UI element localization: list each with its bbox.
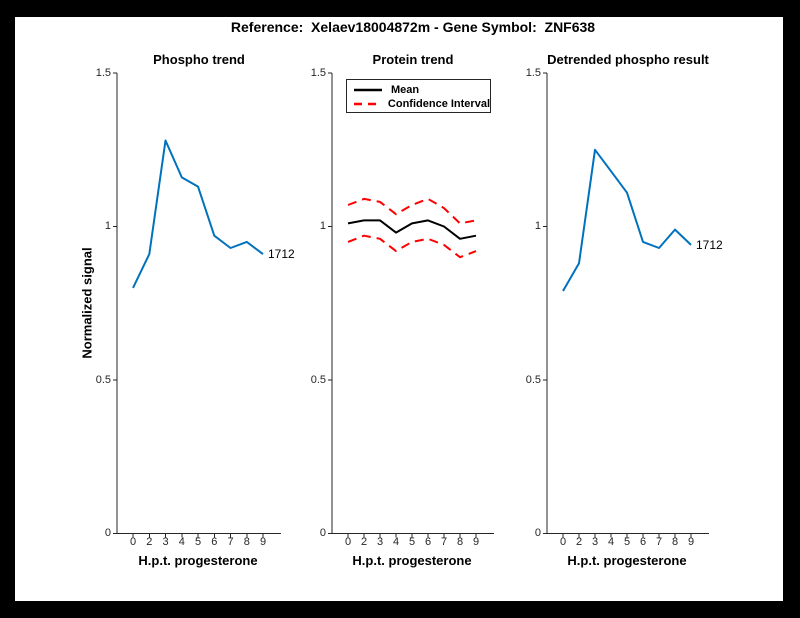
subplot-3-trajectory-label: 1712 xyxy=(696,237,723,252)
trajectory-1712-detrended-line xyxy=(562,148,692,292)
subplot-3-ytick-0-5: 0.5 xyxy=(525,373,541,386)
subplot-2-ytick-1: 1 xyxy=(319,220,326,232)
mean-line-swatch-icon xyxy=(354,88,382,92)
subplot-2-xtick-2: 2 xyxy=(360,536,368,548)
subplot-1-xtick-0: 0 xyxy=(129,536,137,548)
subplot-2-xtick-3: 3 xyxy=(376,536,384,548)
subplot-3-xtick-8: 8 xyxy=(671,536,679,548)
subplot-1-ytick-1-5: 1.5 xyxy=(95,66,111,79)
subplot-1-ytick-1: 1 xyxy=(104,220,111,232)
legend-entry-mean: Mean xyxy=(353,83,490,97)
confidence-interval-line-swatch-icon xyxy=(354,102,380,106)
subplot-1-xtick-6: 6 xyxy=(211,536,218,548)
confidence-interval-upper-line xyxy=(347,197,477,225)
subplot-3-xtick-2: 2 xyxy=(575,536,583,548)
subplot-3-xtick-9: 9 xyxy=(687,536,695,548)
subplot-2-xtick-8: 8 xyxy=(456,536,464,548)
subplot-1-tick-marks xyxy=(113,72,264,538)
subplot-3-xtick-6: 6 xyxy=(639,536,647,548)
subplot-3-ytick-0: 0 xyxy=(534,527,541,539)
mean-line xyxy=(347,219,477,240)
legend-label-confidence-interval: Confidence Interval xyxy=(387,98,490,110)
subplot-2-xtick-9: 9 xyxy=(472,536,480,548)
subplot-1-xtick-2: 2 xyxy=(146,536,153,548)
subplot-1-trajectory-label: 1712 xyxy=(268,247,295,262)
subplot-1-ytick-0-5: 0.5 xyxy=(95,373,111,386)
subplot-1-xtick-3: 3 xyxy=(162,536,169,548)
subplot-1-xtick-9: 9 xyxy=(259,536,267,548)
subplot-3-xtick-3: 3 xyxy=(591,536,599,548)
subplot-3-tick-marks xyxy=(543,72,692,538)
legend-entry-confidence-interval: Confidence Interval xyxy=(353,97,490,111)
subplot-2-legend: Mean Confidence Interval xyxy=(346,79,491,113)
figure-canvas xyxy=(15,17,783,601)
subplot-3-ytick-1-5: 1.5 xyxy=(525,66,541,79)
subplot-2-ytick-0-5: 0.5 xyxy=(310,373,326,386)
confidence-interval-lower-line xyxy=(347,234,477,259)
subplot-2-title: Protein trend xyxy=(372,52,454,67)
subplot-3-xlabel: H.p.t. progesterone xyxy=(567,553,687,568)
subplot-2-tick-marks xyxy=(328,72,477,538)
subplot-1-xtick-4: 4 xyxy=(178,536,185,548)
subplot-1-xtick-5: 5 xyxy=(194,536,202,548)
subplot-3-xtick-7: 7 xyxy=(655,536,663,548)
subplot-2-xlabel: H.p.t. progesterone xyxy=(352,553,472,568)
subplot-2-xtick-6: 6 xyxy=(424,536,432,548)
subplot-2-xtick-4: 4 xyxy=(392,536,400,548)
figure-title: Reference: Xelaev18004872m - Gene Symbol… xyxy=(230,19,596,35)
subplot-1-xlabel: H.p.t. progesterone xyxy=(138,553,258,568)
subplot-1-xtick-8: 8 xyxy=(243,536,250,548)
subplot-3-title: Detrended phospho result xyxy=(547,52,709,67)
subplot-3-xtick-4: 4 xyxy=(607,536,615,548)
subplot-1-ylabel: Normalized signal xyxy=(79,247,95,359)
subplot-2-xtick-7: 7 xyxy=(440,536,448,548)
subplot-2-xtick-0: 0 xyxy=(344,536,352,548)
subplot-2-ytick-1-5: 1.5 xyxy=(310,66,326,79)
subplot-2-ytick-0: 0 xyxy=(319,527,326,539)
subplot-3-xtick-5: 5 xyxy=(623,536,631,548)
subplot-1-ytick-0: 0 xyxy=(104,527,111,539)
subplot-1-title: Phospho trend xyxy=(153,52,245,67)
subplot-3-xtick-0: 0 xyxy=(559,536,567,548)
trajectory-1712-phospho-line xyxy=(132,139,264,289)
subplot-2-xtick-5: 5 xyxy=(408,536,416,548)
legend-label-mean: Mean xyxy=(391,84,420,96)
subplot-1-xtick-7: 7 xyxy=(227,536,234,548)
subplot-3-ytick-1: 1 xyxy=(534,220,541,232)
